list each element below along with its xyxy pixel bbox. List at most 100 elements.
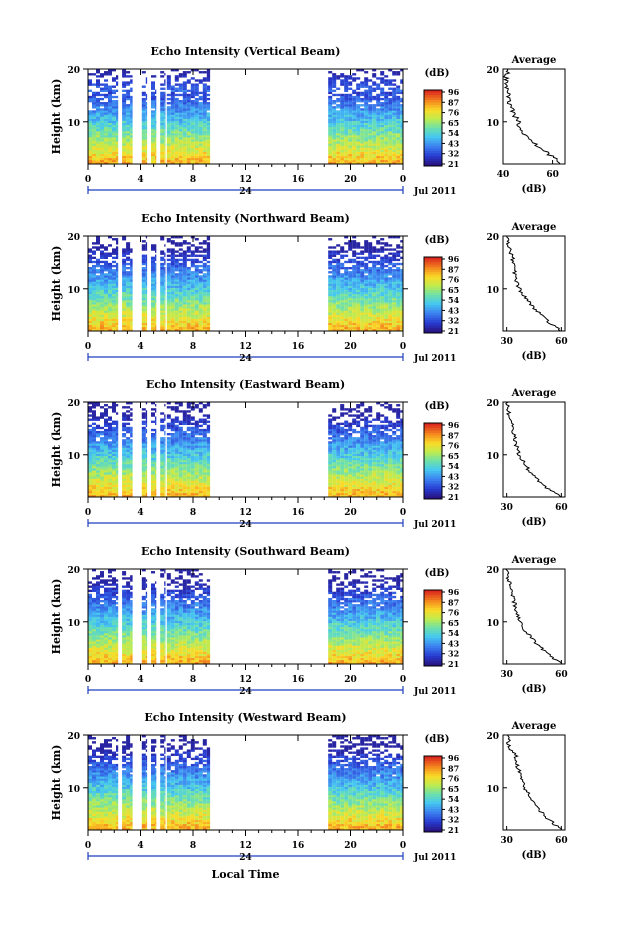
- heatmap-cell: [340, 279, 345, 282]
- heatmap-cell: [384, 149, 389, 152]
- heatmap-cell: [166, 275, 171, 278]
- heatmap-cell: [96, 71, 100, 74]
- heatmap-cell: [96, 459, 100, 463]
- heatmap-cell: [92, 451, 96, 454]
- heatmap-cell: [112, 108, 116, 111]
- heatmap-cell: [155, 287, 157, 290]
- heatmap-cell: [178, 297, 183, 301]
- heatmap-cell: [130, 269, 133, 272]
- heatmap-cell: [202, 494, 207, 498]
- heatmap-cell: [340, 116, 345, 119]
- heatmap-cell: [340, 254, 345, 257]
- heatmap-cell: [96, 135, 100, 138]
- heatmap-cell: [198, 126, 203, 130]
- heatmap-cell: [202, 463, 207, 467]
- heatmap-cell: [360, 300, 365, 303]
- heatmap-cell: [116, 155, 119, 159]
- heatmap-cell: [145, 437, 148, 440]
- heatmap-cell: [380, 310, 385, 313]
- heatmap-cell: [141, 147, 146, 150]
- heatmap-cell: [116, 273, 119, 276]
- heatmap-cell: [348, 281, 353, 284]
- heatmap-cell: [130, 494, 133, 498]
- heatmap-cell: [400, 99, 403, 103]
- heatmap-cell: [368, 289, 373, 293]
- heatmap-cell: [108, 324, 112, 328]
- colorbar-swatch: [424, 97, 442, 101]
- heatmap-cell: [96, 320, 100, 324]
- heatmap-cell: [332, 494, 337, 498]
- heatmap-cell: [376, 104, 381, 107]
- heatmap-cell: [336, 124, 341, 128]
- heatmap-cell: [155, 285, 157, 288]
- heatmap-cell: [130, 430, 133, 434]
- heatmap-cell: [104, 422, 108, 426]
- heatmap-cell: [112, 443, 116, 446]
- heatmap-cell: [112, 480, 116, 483]
- heatmap-cell: [116, 412, 119, 415]
- heatmap-cell: [396, 149, 401, 152]
- heatmap-cell: [364, 114, 369, 117]
- heatmap-cell: [108, 457, 112, 461]
- heatmap-cell: [332, 93, 337, 97]
- heatmap-cell: [186, 312, 191, 315]
- heatmap-cell: [190, 133, 195, 136]
- heatmap-cell: [130, 432, 133, 436]
- heatmap-cell: [170, 435, 175, 438]
- heatmap-cell: [88, 128, 92, 132]
- heatmap-cell: [174, 116, 179, 119]
- heatmap-cell: [141, 437, 146, 440]
- heatmap-cell: [145, 236, 148, 239]
- heatmap-cell: [206, 269, 211, 272]
- heatmap-cell: [88, 137, 92, 140]
- heatmap-cell: [164, 308, 166, 311]
- heatmap-cell: [336, 159, 341, 163]
- heatmap-cell: [92, 416, 96, 419]
- heatmap-cell: [126, 279, 131, 282]
- heatmap-cell: [104, 455, 108, 459]
- heatmap-cell: [160, 149, 165, 152]
- heatmap-cell: [104, 484, 108, 487]
- heatmap-cell: [164, 461, 166, 465]
- heatmap-cell: [190, 308, 195, 311]
- heatmap-cell: [364, 139, 369, 142]
- heatmap-cell: [126, 478, 131, 481]
- heatmap-cell: [372, 75, 377, 78]
- heatmap-cell: [380, 326, 385, 330]
- heatmap-cell: [368, 314, 373, 317]
- heatmap-cell: [100, 137, 104, 140]
- heatmap-cell: [332, 89, 337, 93]
- heatmap-cell: [104, 412, 108, 415]
- heatmap-cell: [352, 120, 357, 123]
- heatmap-cell: [194, 486, 199, 490]
- heatmap-cell: [112, 430, 116, 434]
- heatmap-cell: [206, 256, 211, 260]
- heatmap-cell: [178, 494, 183, 498]
- heatmap-cell: [160, 153, 165, 157]
- heatmap-cell: [155, 266, 157, 270]
- heatmap-cell: [182, 318, 187, 321]
- heatmap-cell: [122, 254, 127, 257]
- heatmap-cell: [340, 308, 345, 311]
- heatmap-cell: [336, 277, 341, 280]
- heatmap-cell: [122, 312, 127, 315]
- heatmap-cell: [392, 106, 397, 109]
- heatmap-cell: [96, 279, 100, 282]
- heatmap-cell: [364, 269, 369, 272]
- heatmap-cell: [194, 102, 199, 105]
- beam-panel: Echo Intensity (Vertical Beam)0 4 8 12 16 20 0…: [50, 45, 566, 197]
- heatmap-cell: [384, 139, 389, 142]
- heatmap-cell: [170, 443, 175, 446]
- heatmap-cell: [186, 102, 191, 105]
- heatmap-cell: [160, 252, 165, 255]
- heatmap-cell: [190, 322, 195, 326]
- heatmap-cell: [328, 110, 333, 113]
- heatmap-cell: [174, 447, 179, 450]
- heatmap-cell: [88, 424, 92, 428]
- heatmap-cell: [160, 466, 165, 469]
- heatmap-cell: [328, 159, 333, 163]
- heatmap-cell: [108, 297, 112, 301]
- heatmap-cell: [182, 482, 187, 485]
- heatmap-cell: [116, 457, 119, 461]
- heatmap-cell: [178, 120, 183, 123]
